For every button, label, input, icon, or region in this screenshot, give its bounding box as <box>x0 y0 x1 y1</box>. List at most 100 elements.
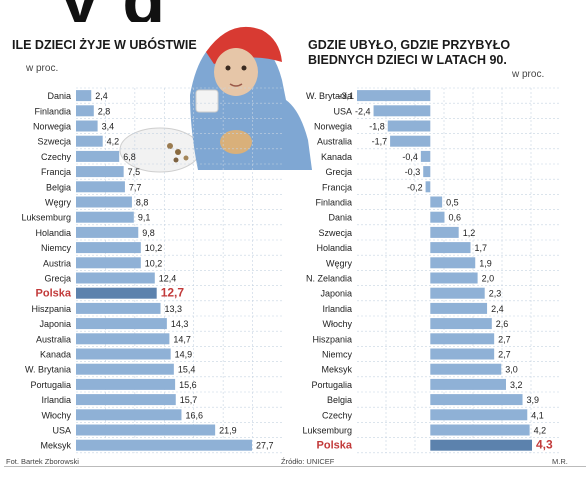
right-chart-value-label: -0,2 <box>407 182 423 192</box>
right-chart-category-label: Niemcy <box>322 350 353 360</box>
left-chart-category-label: Luksemburg <box>21 213 71 223</box>
right-chart-category-label: N. Zelandia <box>306 274 352 284</box>
right-chart-category-label: Finlandia <box>315 198 352 208</box>
right-chart-category-label: Dania <box>328 213 352 223</box>
right-chart-category-label: Francja <box>322 182 352 192</box>
right-chart-bar <box>430 287 485 299</box>
right-chart-bar <box>430 196 443 208</box>
right-chart-value-label: 2,6 <box>496 319 509 329</box>
left-chart-category-label: Hiszpania <box>31 304 71 314</box>
left-chart-category-label: Australia <box>36 334 71 344</box>
left-chart-bar <box>76 363 174 375</box>
left-chart-value-label: 13,3 <box>165 304 183 314</box>
right-chart-category-label: Meksyk <box>321 365 352 375</box>
left-chart-category-label: Włochy <box>41 410 71 420</box>
left-chart-value-label: 3,4 <box>102 122 115 132</box>
right-chart-category-label: Czechy <box>322 410 353 420</box>
right-chart-unit: w proc. <box>512 69 545 80</box>
left-chart-bar <box>76 166 124 178</box>
left-chart-value-label: 10,2 <box>145 243 163 253</box>
right-chart-category-label: Grecja <box>325 167 352 177</box>
left-chart-bar <box>76 196 132 208</box>
left-chart-value-label: 6,8 <box>123 152 136 162</box>
left-chart-value-label: 14,3 <box>171 319 189 329</box>
right-chart-bar <box>430 409 528 421</box>
left-chart-category-label: Kanada <box>40 350 71 360</box>
right-chart-category-label: Luksemburg <box>302 426 352 436</box>
left-chart-value-label: 14,9 <box>175 350 193 360</box>
right-chart-bar <box>430 211 445 223</box>
right-chart-value-label: 1,7 <box>475 243 488 253</box>
right-chart-bar <box>430 242 471 254</box>
right-chart-value-label: 3,2 <box>510 380 523 390</box>
right-chart-value-label: 2,4 <box>491 304 504 314</box>
right-chart-bar <box>430 318 492 330</box>
right-chart-category-label: Holandia <box>316 243 352 253</box>
right-chart-bar <box>430 226 459 238</box>
left-chart-category-label: Portugalia <box>30 380 71 390</box>
right-chart-bar <box>430 378 506 390</box>
right-chart-value-label: -3,1 <box>338 91 354 101</box>
left-chart-bar <box>76 242 141 254</box>
right-chart-bar <box>430 272 478 284</box>
right-chart-category-label: W. Brytania <box>306 91 352 101</box>
left-chart-value-label: 15,4 <box>178 365 196 375</box>
left-chart-category-label: Niemcy <box>41 243 72 253</box>
left-chart-value-label: 21,9 <box>219 426 237 436</box>
right-chart-value-label: 2,7 <box>498 334 511 344</box>
right-chart-category-label: Szwecja <box>318 228 352 238</box>
left-chart-category-label: Austria <box>43 258 71 268</box>
left-chart-unit: w proc. <box>26 63 59 74</box>
left-chart-value-label: 9,1 <box>138 213 151 223</box>
right-chart-value-label: 4,2 <box>534 426 547 436</box>
left-chart: Dania 2,4 Finlandia 2,8 Norwegia 3,4 Szwecja 4,… <box>21 87 282 454</box>
right-chart-category-label: Włochy <box>322 319 352 329</box>
left-chart-value-label: 4,2 <box>107 137 120 147</box>
photo-credit: Fot. Bartek Zborowski <box>6 457 79 466</box>
left-chart-category-label: Czechy <box>41 152 72 162</box>
left-chart-value-label: 12,4 <box>159 274 177 284</box>
right-chart-bar <box>420 150 431 162</box>
right-chart-category-label: USA <box>333 106 352 116</box>
left-chart-bar <box>76 272 155 284</box>
left-chart-bar <box>76 378 176 390</box>
left-chart-title: ILE DZIECI ŻYJE W UBÓSTWIE <box>12 38 197 52</box>
left-chart-bar <box>76 333 170 345</box>
right-chart-value-label: 1,9 <box>479 258 492 268</box>
left-chart-bar <box>76 302 161 314</box>
author-initials: M.R. <box>552 457 568 466</box>
left-chart-category-label: Francja <box>41 167 71 177</box>
left-chart-bar <box>76 318 167 330</box>
right-chart-value-label: 1,2 <box>463 228 476 238</box>
left-chart-bar <box>76 424 216 436</box>
right-chart-bar <box>430 439 532 451</box>
header-fragment: y g <box>0 0 588 22</box>
left-chart-category-label: Norwegia <box>33 122 71 132</box>
right-chart-bar <box>357 90 431 102</box>
left-chart-category-label: Węgry <box>45 198 72 208</box>
right-chart-value-label: 0,6 <box>449 213 462 223</box>
header-fragment-text: y g <box>60 0 167 22</box>
left-chart-bar <box>76 348 171 360</box>
right-chart-value-label: 0,5 <box>446 198 459 208</box>
right-chart-category-label: Australia <box>317 137 352 147</box>
left-chart-value-label: 15,7 <box>180 395 198 405</box>
left-chart-category-label: USA <box>52 426 71 436</box>
left-chart-value-label: 2,8 <box>98 106 111 116</box>
right-chart-bar <box>430 257 476 269</box>
right-chart-category-label: Irlandia <box>322 304 352 314</box>
right-chart-category-label: Norwegia <box>314 122 352 132</box>
right-chart-bar <box>373 105 431 117</box>
left-chart-category-label: Holandia <box>35 228 71 238</box>
left-chart-bar <box>76 409 182 421</box>
left-chart-category-label: W. Brytania <box>25 365 71 375</box>
right-chart-value-label: 2,0 <box>482 274 495 284</box>
source-note: Źródło: UNICEF <box>281 457 335 466</box>
right-chart-value-label: 4,1 <box>531 410 544 420</box>
left-chart-value-label: 7,7 <box>129 182 142 192</box>
left-chart-bar <box>76 226 139 238</box>
right-chart-category-label: Belgia <box>327 395 352 405</box>
left-chart-category-label: Szwecja <box>37 137 71 147</box>
right-chart-category-label: Hiszpania <box>312 334 352 344</box>
charts-canvas: Dania 2,4 Finlandia 2,8 Norwegia 3,4 Szwecja 4,… <box>21 26 560 454</box>
